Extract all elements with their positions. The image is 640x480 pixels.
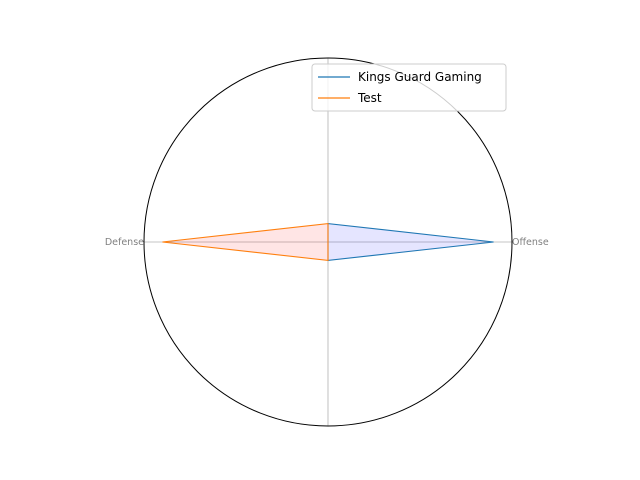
legend: Kings Guard Gaming Test	[311, 63, 507, 112]
series-area-test	[162, 223, 328, 261]
series-line-test	[162, 222, 329, 262]
series-layer	[162, 222, 494, 262]
axis-label-offense: Offense	[512, 237, 549, 248]
series-area-kings-guard-gaming	[328, 223, 494, 261]
axis-labels: Offense Defense	[105, 237, 549, 248]
legend-box	[311, 63, 507, 112]
legend-label-kings-guard-gaming: Kings Guard Gaming	[358, 70, 482, 84]
outer-ring	[143, 57, 513, 427]
legend-label-test: Test	[357, 91, 382, 105]
axis-label-defense: Defense	[105, 237, 144, 248]
